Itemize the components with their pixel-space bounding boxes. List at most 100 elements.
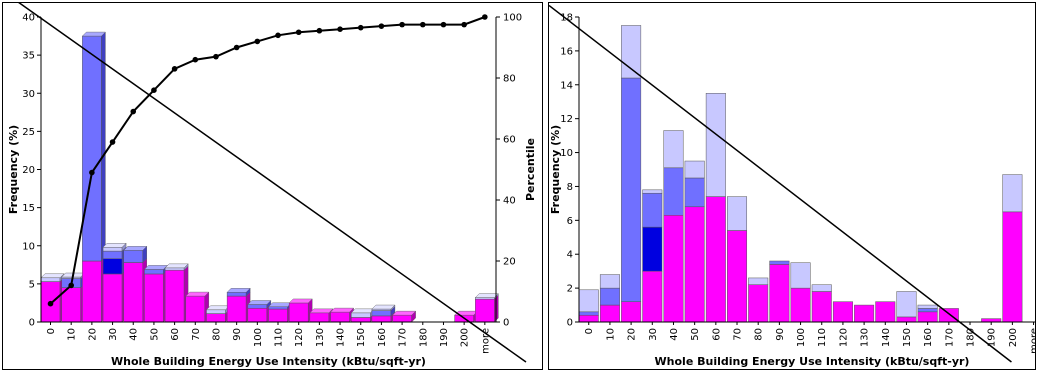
percentile-point [171,66,178,72]
x-tick-label: 20 [627,328,638,341]
x-tick-label: 170 [398,328,409,347]
histogram-chart-left: 0 5 10 15 20 25 30 35 40 0 10 20 30 40 50 60 70 80 90 100 11… [7,3,537,368]
bar-top [268,302,293,307]
percentile-point [254,38,261,45]
bar-segment [727,230,748,323]
bar-segment [578,314,599,323]
y2-tick-label: 40 [503,196,516,207]
y2-tick-label: 0 [503,318,509,329]
y-tick-label: 4 [567,250,573,261]
percentile-point [461,21,467,28]
x-tick-label: 130 [860,328,871,347]
percentile-point [130,108,137,115]
percentile-point [109,139,116,145]
bar-segment [144,269,164,275]
bar-segment [185,295,206,323]
bar-segment [206,309,226,314]
bar-segment [82,35,102,262]
bar-top [205,305,230,310]
bar-segment [917,304,938,309]
bar-segment [102,258,123,275]
bar-segment [102,247,123,252]
bar-top [143,265,168,270]
bar-segment [206,313,226,323]
bar-segment [144,273,164,323]
x-tick-label: 30 [108,328,119,341]
y-tick-label: 18 [560,13,573,24]
x-tick-label: 70 [733,328,744,341]
percentile-line [49,16,486,305]
bar-segment [578,289,599,313]
bar-segment [330,311,350,323]
x-tick-label: 80 [211,328,222,341]
bar-segment [226,295,247,323]
bar-segment [247,304,268,309]
bar-segment [705,196,726,323]
bar-segment [811,284,832,292]
x-tick-label: 60 [170,328,181,341]
bar-top [247,300,272,305]
bar-top [288,298,313,304]
x-tick-label: 100 [796,328,807,347]
x-tick-label: 50 [690,328,701,341]
bar-segment [599,274,620,289]
bar-segment [684,160,705,179]
diagonal-reference-line [549,4,1012,363]
x-tick-label: 160 [923,328,934,347]
bar-top [102,243,127,248]
bar-segment [854,304,875,323]
bar-segment [727,196,748,231]
bar-segment [392,314,412,323]
y2-tick-label: 20 [503,257,516,268]
bar-segment [684,206,705,323]
y-tick-label: 12 [560,114,573,125]
bar-segment [748,284,769,323]
bar-segment [663,130,684,169]
bar-top [371,304,396,310]
bar-segment [309,312,330,323]
y2-axis-title: Percentile [524,138,537,201]
bar-segment [123,262,144,323]
x-tick-label: 190 [987,328,998,347]
y-tick-label: 15 [22,203,35,214]
y-tick-label: 35 [22,51,35,62]
bar-top [81,31,106,37]
x-tick-label: 180 [966,328,977,347]
y-tick-label: 5 [29,279,35,290]
x-tick-label: 30 [648,328,659,341]
percentile-point [89,169,95,176]
bar-segment [475,298,495,323]
x-tick-label: 0 [46,328,57,334]
x-tick-label: 120 [294,328,305,347]
percentile-point [192,56,199,63]
y-tick-label: 40 [22,13,35,24]
x-tick-label: 100 [253,328,264,347]
bar-segment [790,262,811,289]
percentile-point [378,23,385,29]
x-tick-label: 130 [315,328,326,347]
x-axis-title: Whole Building Energy Use Intensity (kBt… [111,355,426,368]
y-tick-label: 6 [567,216,573,227]
percentile-point [151,87,157,93]
bar-top [309,308,334,314]
bar-segment [769,260,790,265]
bar-segment [684,177,705,208]
y2-tick-label: 80 [503,74,516,85]
bar-segment [123,250,144,263]
x-tick-label: 50 [149,328,160,341]
bar-segment [578,311,599,316]
bar-segment [164,269,185,323]
bar-segment [705,93,726,197]
bar-segment [1002,211,1023,323]
diagonal-reference-line [18,3,527,363]
x-tick-label: 150 [902,328,913,347]
y2-tick-label: 100 [503,13,522,24]
chart-panel-left: 0 5 10 15 20 25 30 35 40 0 10 20 30 40 50 60 70 80 90 100 11… [2,2,543,370]
x-tick-label: 200 [1008,328,1019,347]
bar-top [226,288,251,293]
x-tick-label: 150 [356,328,367,347]
x-tick-label: 90 [232,328,243,341]
bar-segment [663,215,684,323]
x-tick-label: 180 [418,328,429,347]
